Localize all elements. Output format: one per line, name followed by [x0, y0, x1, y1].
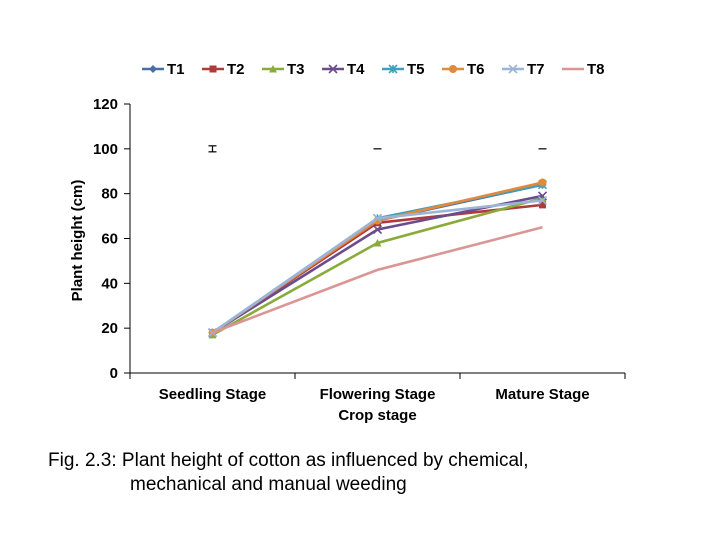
data-point-t4	[372, 224, 383, 235]
x-tick-label: Mature Stage	[495, 386, 589, 403]
legend-label: T5	[407, 61, 425, 78]
series-group	[207, 178, 548, 339]
y-tick-label: 20	[101, 320, 118, 337]
axes: 0 20 40 60 80 100 120 Seedling Stage Flowering S…	[69, 96, 626, 424]
legend-item-t2: T2	[202, 61, 245, 78]
legend-item-t8: T8	[562, 61, 605, 78]
legend-marker	[449, 65, 457, 73]
line-chart: T1 T2 T3 T4 T5 T6 T7 T8 0 20 40 60 80 100 120 Seedling…	[69, 61, 626, 424]
figure-caption: Fig. 2.3: Plant height of cotton as infl…	[48, 449, 688, 497]
legend-label: T6	[467, 61, 485, 78]
legend-marker	[149, 65, 157, 73]
y-tick-label: 40	[101, 275, 118, 292]
legend-label: T1	[167, 61, 185, 78]
legend-label: T2	[227, 61, 245, 78]
legend-item-t6: T6	[442, 61, 485, 78]
legend-item-t5: T5	[382, 61, 425, 78]
data-point-t6	[538, 178, 547, 187]
error-bars	[208, 145, 547, 153]
y-tick-label: 60	[101, 231, 118, 248]
x-tick-label: Flowering Stage	[320, 386, 436, 403]
caption-line-2: mechanical and manual weeding	[130, 474, 407, 495]
data-point-t2	[539, 201, 546, 209]
y-tick-label: 80	[101, 186, 118, 203]
y-tick-label: 100	[93, 141, 118, 158]
x-tick-label: Seedling Stage	[159, 386, 267, 403]
legend-item-t4: T4	[322, 61, 365, 78]
caption-line-1: Fig. 2.3: Plant height of cotton as infl…	[48, 450, 529, 471]
legend-marker	[508, 64, 518, 74]
legend-label: T8	[587, 61, 605, 78]
legend-item-t3: T3	[262, 61, 305, 78]
legend-label: T4	[347, 61, 365, 78]
legend-marker	[388, 64, 398, 74]
legend-item-t7: T7	[502, 61, 545, 78]
legend-label: T7	[527, 61, 545, 78]
y-tick-label: 120	[93, 96, 118, 113]
legend-item-t1: T1	[142, 61, 185, 78]
legend-marker	[328, 64, 338, 74]
series-t8	[212, 226, 543, 334]
series-t1	[208, 180, 547, 337]
series-t5	[207, 180, 548, 338]
legend-marker	[269, 65, 277, 73]
series-line-t8	[212, 226, 543, 334]
y-tick-label: 0	[110, 365, 118, 382]
y-axis-title: Plant height (cm)	[69, 180, 86, 302]
legend-marker	[209, 65, 217, 73]
x-axis-title: Crop stage	[338, 407, 416, 424]
data-point-t3	[373, 238, 382, 247]
legend: T1 T2 T3 T4 T5 T6 T7 T8	[142, 61, 605, 78]
legend-label: T3	[287, 61, 305, 78]
data-point-t7	[372, 213, 383, 223]
series-t6	[208, 178, 547, 337]
data-point-t7	[537, 195, 548, 205]
